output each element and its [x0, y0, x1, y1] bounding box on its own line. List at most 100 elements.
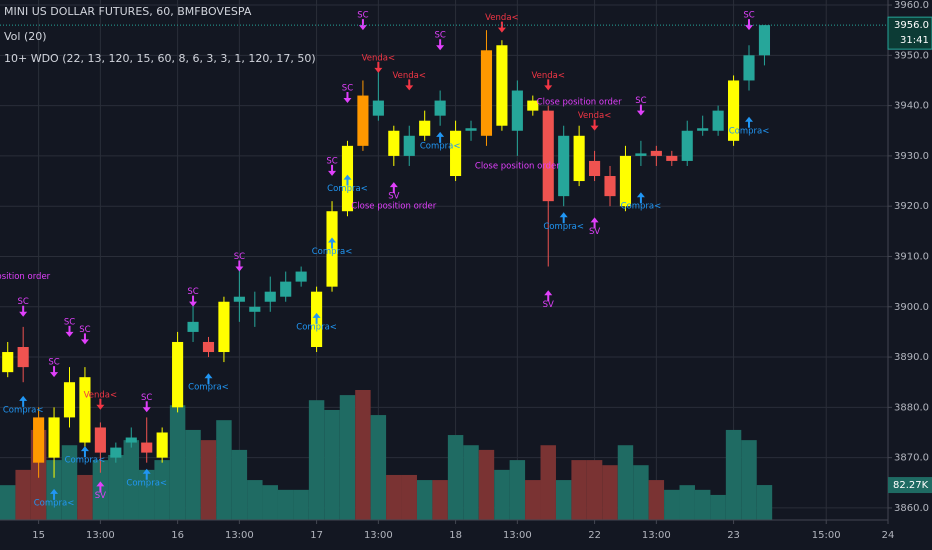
candle-body: [419, 120, 431, 136]
annotation-label: Venda<: [531, 71, 565, 81]
annotation-label: Compra<: [327, 184, 368, 194]
annotation-arrow: [328, 237, 337, 249]
annotation-arrow: [328, 164, 337, 176]
x-tick-label: 23: [727, 530, 740, 541]
annotation-label: SC: [326, 156, 337, 166]
annotation-arrow: [405, 79, 414, 91]
annotation-label: SC: [743, 11, 754, 21]
volume-bar: [200, 440, 217, 520]
volume-bar: [293, 489, 309, 520]
volume-bar: [154, 460, 170, 520]
volume-bar: [339, 395, 356, 520]
volume-bar: [61, 445, 78, 520]
candle-body: [650, 150, 662, 156]
volume-bar: [216, 420, 232, 520]
x-tick-label: 13:00: [364, 530, 393, 541]
candle-body: [280, 281, 292, 297]
annotation-arrow: [544, 290, 553, 302]
annotation-arrow: [50, 366, 59, 378]
annotation-arrow: [636, 104, 645, 116]
volume-bar: [401, 474, 417, 520]
candle-body: [33, 417, 45, 463]
annotation-label: SC: [635, 96, 646, 106]
candle-body: [218, 301, 230, 353]
annotation-arrow: [745, 116, 754, 128]
x-tick-label: 13:00: [642, 530, 671, 541]
volume-legend: Vol (20): [4, 30, 47, 43]
volume-bar: [617, 445, 634, 520]
plot-area: Close position order SC SC SC SC SC SC SC SC SC SC…: [0, 0, 889, 520]
candle-body: [94, 427, 106, 453]
annotation-label: Compra<: [729, 126, 770, 136]
annotation-arrow: [436, 39, 445, 51]
annotation-label: Compra<: [3, 405, 44, 415]
candle-body: [511, 90, 523, 131]
volume-bar: [741, 440, 757, 520]
volume-bar: [648, 480, 665, 520]
annotation-arrow: [590, 119, 599, 131]
candle-body: [465, 128, 477, 131]
x-tick-label: 15: [32, 530, 45, 541]
volume-bar: [463, 445, 479, 520]
x-tick-label: 24: [882, 530, 895, 541]
annotation-label: Venda<: [362, 53, 396, 63]
y-tick-label: 3960.0: [894, 0, 929, 11]
annotation-label: SV: [543, 300, 554, 310]
annotation-label: Close position order: [537, 98, 622, 108]
annotation-label: Venda<: [84, 390, 118, 400]
annotation-label: SC: [342, 84, 353, 94]
volume-bar: [525, 480, 541, 520]
candle-body: [434, 100, 446, 116]
volume-bar: [432, 480, 448, 520]
annotation-label: Venda<: [485, 13, 519, 23]
x-tick-label: 13:00: [503, 530, 532, 541]
annotation-arrow: [343, 92, 352, 104]
annotation-arrow: [559, 212, 568, 224]
candle-body: [697, 128, 709, 131]
candle-body: [681, 130, 693, 161]
chart-title: MINI US DOLLAR FUTURES, 60, BMFBOVESPA: [4, 5, 252, 18]
annotation-label: SC: [357, 11, 368, 21]
annotation-label: SC: [187, 287, 198, 297]
y-tick-label: 3880.0: [894, 402, 929, 413]
candle-body: [589, 160, 601, 177]
volume-bar: [509, 460, 526, 520]
volume-bar: [756, 485, 773, 520]
y-tick-label: 3910.0: [894, 251, 929, 262]
volume-bar: [386, 474, 402, 520]
candle-body: [357, 95, 369, 146]
annotation-label: SC: [48, 358, 59, 368]
annotation-arrow: [50, 488, 59, 500]
last-price-box: [887, 16, 932, 50]
volume-bar: [277, 489, 294, 520]
volume-bar: [555, 480, 572, 520]
volume-bar: [540, 445, 556, 520]
candle-body: [125, 437, 137, 443]
annotation-arrow: [544, 79, 553, 91]
annotation-label: SC: [17, 297, 28, 307]
annotation-label: Compra<: [126, 478, 167, 488]
candle-body: [202, 341, 215, 353]
candle-body: [187, 321, 199, 332]
y-tick-label: 3930.0: [894, 151, 929, 162]
candle-body: [17, 347, 29, 368]
y-tick-label: 3940.0: [894, 101, 929, 112]
annotation-label: Close position order: [351, 202, 436, 212]
annotation-label: SV: [95, 491, 106, 501]
candle-body: [2, 352, 14, 373]
volume-bar: [324, 409, 340, 520]
annotation-label: SC: [79, 325, 90, 335]
annotation-arrow: [312, 312, 321, 324]
annotation-label: Compra<: [312, 247, 353, 257]
annotation-arrow: [142, 468, 151, 480]
annotation-label: Compra<: [543, 222, 584, 232]
candle-body: [743, 55, 755, 81]
x-tick-label: 18: [449, 530, 462, 541]
volume-bar: [447, 435, 464, 520]
candle-body: [728, 80, 740, 141]
annotation-label: Close position order: [475, 161, 560, 171]
annotation-arrow: [80, 333, 89, 345]
volume-bar: [123, 440, 139, 520]
x-tick-label: 17: [310, 530, 323, 541]
